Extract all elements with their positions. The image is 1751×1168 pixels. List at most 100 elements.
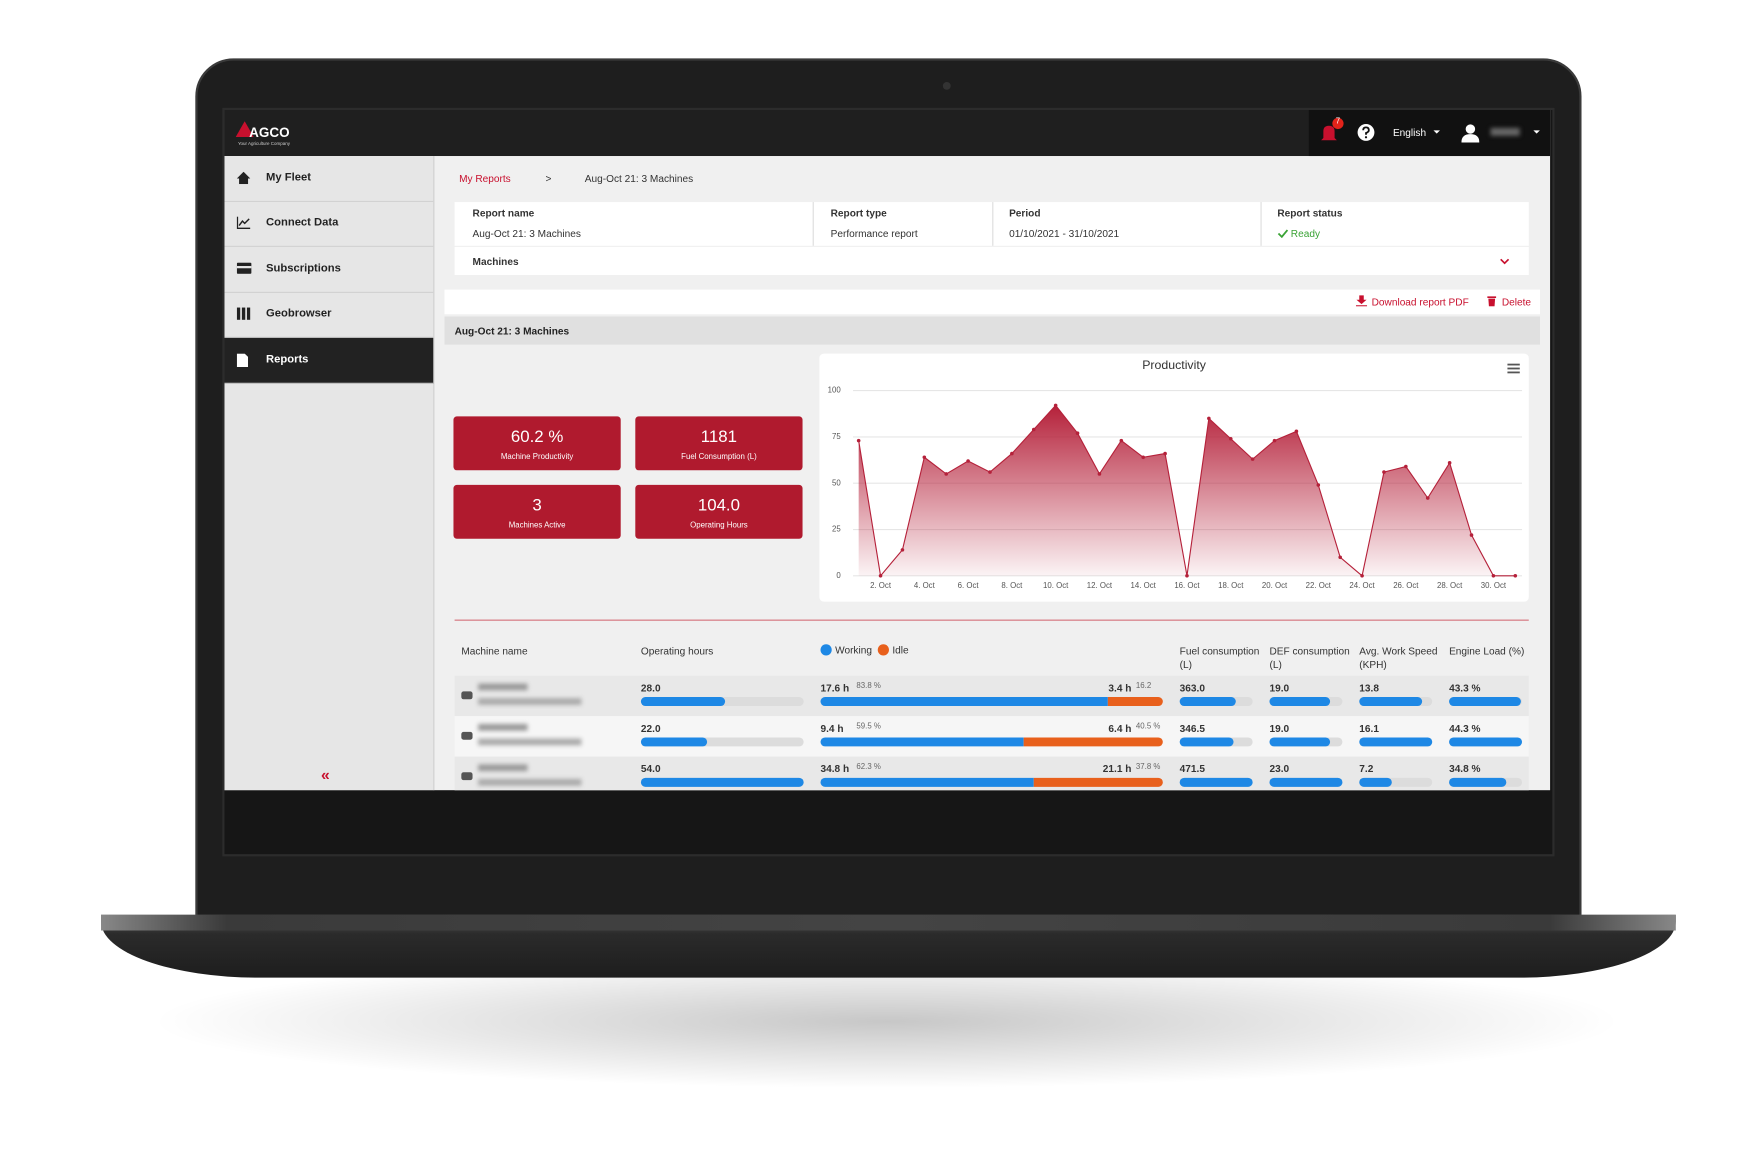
- kpi-label: Fuel Consumption (L): [681, 453, 757, 462]
- cell-value: 471.5: [1179, 763, 1205, 775]
- notification-count: 7: [1335, 117, 1341, 126]
- breadcrumb-link[interactable]: My Reports: [459, 172, 511, 185]
- user-icon[interactable]: [1461, 123, 1480, 143]
- language[interactable]: English: [1392, 126, 1427, 139]
- point: [988, 470, 992, 474]
- user-name-blurred: [1490, 127, 1520, 136]
- working-pct: 59.5 %: [856, 722, 881, 731]
- nav-item[interactable]: My Fleet: [224, 156, 434, 203]
- point: [1119, 438, 1124, 443]
- bar: [640, 777, 804, 787]
- field-value: Performance report: [830, 227, 918, 240]
- x-tick-label: 4. Oct: [914, 581, 936, 590]
- nav-label: My Fleet: [266, 171, 311, 185]
- cell-value: 23.0: [1269, 763, 1290, 775]
- machine-icon: [461, 691, 473, 700]
- point: [1404, 464, 1408, 469]
- kpi-tile: 104.0 Operating Hours: [635, 484, 803, 539]
- nav-label: Geobrowser: [266, 307, 332, 320]
- x-tick-label: 14. Oct: [1131, 581, 1157, 590]
- caret: [1533, 130, 1540, 134]
- x-tick-label: 12. Oct: [1087, 581, 1113, 590]
- working-pct: 83.8 %: [856, 682, 881, 691]
- point: [878, 574, 883, 578]
- bell[interactable]: [1320, 123, 1338, 143]
- table-row: [454, 675, 1529, 717]
- nav-item[interactable]: Geobrowser: [224, 292, 434, 338]
- point: [922, 455, 927, 460]
- menu-icon[interactable]: [1507, 363, 1520, 374]
- cell-value: 54.0: [640, 763, 661, 775]
- point: [1491, 574, 1496, 578]
- idle-hours: 3.4 h: [1108, 682, 1132, 694]
- point: [1010, 451, 1014, 456]
- point: [1097, 472, 1102, 476]
- idle-bar: [1024, 737, 1163, 747]
- area: [858, 405, 1516, 576]
- report-info: [454, 202, 1529, 246]
- field-label: Report type: [830, 207, 887, 219]
- machines-row[interactable]: [454, 246, 1529, 275]
- x-tick-label: 30. Oct: [1481, 581, 1507, 590]
- point: [1469, 533, 1474, 537]
- cell-value: 28.0: [640, 682, 661, 694]
- legend-label: Idle: [892, 644, 909, 656]
- machine-icon: [461, 731, 473, 740]
- collapse-button[interactable]: «: [321, 765, 330, 784]
- screen: AGCO Your Agriculture Company 7 English …: [224, 109, 1551, 791]
- table-row: [454, 716, 1529, 757]
- nav-label: Subscriptions: [266, 262, 341, 275]
- status-value: Ready: [1290, 227, 1321, 240]
- nav-item[interactable]: Subscriptions: [224, 247, 434, 293]
- machine-name-blurred: [478, 764, 528, 772]
- breadcrumb-current: Aug-Oct 21: 3 Machines: [584, 172, 694, 185]
- delete-button[interactable]: Delete: [1501, 296, 1532, 308]
- bar: [1179, 737, 1234, 747]
- bar: [1359, 737, 1433, 747]
- machine-id-blurred: [478, 778, 582, 786]
- column-header: Avg. Work Speed (KPH): [1359, 645, 1438, 671]
- logo: AGCO: [249, 124, 290, 141]
- field-label: Report status: [1277, 207, 1343, 219]
- column-header: Fuel consumption (L): [1179, 645, 1260, 671]
- download-button[interactable]: Download report PDF: [1371, 296, 1469, 308]
- bar: [1359, 697, 1422, 707]
- screen-content: AGCO Your Agriculture Company 7 English …: [224, 109, 1551, 791]
- column-header: Operating hours: [640, 645, 714, 657]
- bar: [1449, 777, 1507, 787]
- idle-bar: [1107, 697, 1163, 707]
- cell-value: 22.0: [640, 722, 661, 735]
- help-icon[interactable]: [1357, 123, 1375, 141]
- point: [1294, 429, 1299, 434]
- nav-item[interactable]: Connect Data: [224, 201, 434, 247]
- point: [1513, 574, 1518, 578]
- x-tick-label: 28. Oct: [1437, 581, 1463, 590]
- nav-item-active[interactable]: Reports: [224, 337, 434, 384]
- cell-value: 43.3 %: [1449, 682, 1481, 694]
- point: [1185, 574, 1189, 578]
- camera: [942, 81, 951, 90]
- bar-track: [640, 737, 804, 747]
- bar: [1179, 697, 1236, 707]
- cell-value: 44.3 %: [1449, 722, 1481, 735]
- base-highlight: [101, 914, 1676, 931]
- trash-icon: [1487, 296, 1497, 307]
- kpi-label: Operating Hours: [690, 521, 748, 530]
- x-tick-label: 20. Oct: [1262, 581, 1288, 590]
- nav-label: Connect Data: [266, 216, 339, 229]
- bar: [1269, 697, 1330, 707]
- working-hours: 9.4 h: [820, 722, 844, 735]
- bar: [1359, 777, 1392, 787]
- divider: [812, 202, 814, 246]
- working-hours: 17.6 h: [820, 682, 850, 694]
- icon: [236, 262, 252, 274]
- breadcrumb-separator: >: [545, 172, 552, 185]
- cell-value: 19.0: [1269, 722, 1290, 735]
- bar: [1269, 777, 1343, 787]
- caret: [1433, 130, 1441, 134]
- y-tick-label: 50: [832, 478, 841, 487]
- bar: [640, 697, 726, 707]
- download-icon: [1355, 295, 1368, 307]
- field-label: Period: [1009, 207, 1041, 219]
